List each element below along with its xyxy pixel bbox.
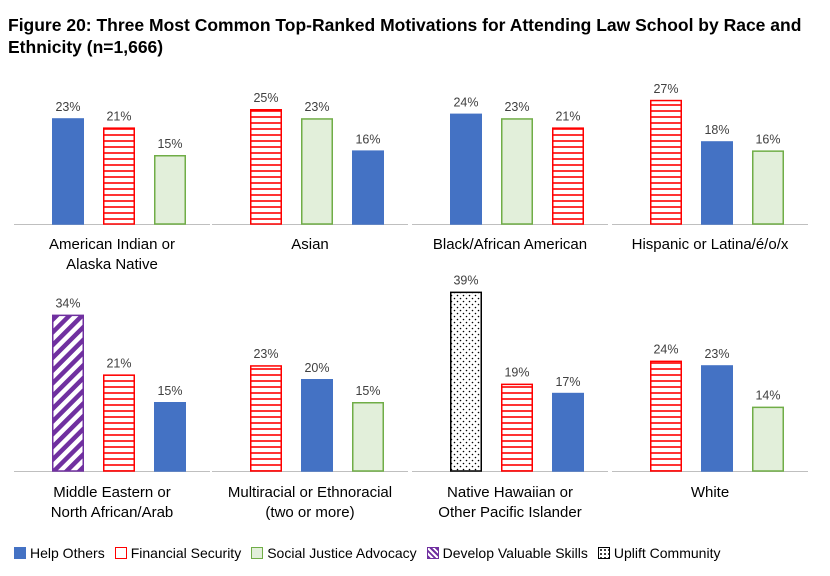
category-label: North African/Arab [51, 504, 174, 521]
data-label: 17% [555, 375, 580, 389]
bar-help [154, 402, 186, 472]
bar-fin [552, 127, 584, 225]
panel-4: 27% 18% 16% Hispanic or Latina/é/o/x [612, 82, 808, 253]
data-label: 21% [106, 109, 131, 123]
legend-swatch-financial-security [114, 547, 127, 559]
data-label: 23% [704, 347, 729, 361]
data-label: 34% [55, 297, 80, 311]
legend-label: Uplift Community [613, 545, 721, 561]
bar-soc [301, 118, 333, 225]
legend-swatch-uplift-community [597, 547, 610, 559]
bar-fin [250, 365, 282, 472]
legend-item-uplift-community: Uplift Community [597, 545, 721, 561]
category-label: Other Pacific Islander [438, 504, 581, 521]
bar-help [701, 141, 733, 225]
data-label: 15% [355, 384, 380, 398]
bar-help [450, 113, 482, 225]
panel-8: 24% 23% 14% White [612, 343, 808, 501]
data-label: 27% [653, 82, 678, 96]
bar-soc [352, 402, 384, 472]
category-label: American Indian or [49, 236, 175, 253]
panel-2: 25% 23% 16% Asian [212, 91, 408, 253]
legend-item-help-others: Help Others [14, 545, 105, 561]
panel-6: 23% 20% 15% Multiracial or Ethnoracial (two … [212, 347, 408, 521]
panel-5: 34% 21% 15% Middle Eastern or North African/… [14, 297, 210, 521]
bar-skill [52, 314, 84, 472]
category-label: Middle Eastern or [53, 484, 171, 501]
data-label: 15% [157, 137, 182, 151]
bar-fin [650, 360, 682, 472]
figure-title: Figure 20: Three Most Common Top-Ranked … [8, 15, 802, 57]
panel-7: 39% 19% 17% Native Hawaiian or Other Pacific… [412, 274, 608, 521]
data-label: 24% [453, 96, 478, 110]
category-label: Multiracial or Ethnoracial [228, 484, 392, 501]
data-label: 15% [157, 384, 182, 398]
bar-help [52, 118, 84, 225]
data-label: 18% [704, 123, 729, 137]
bar-fin [103, 374, 135, 472]
bar-help [301, 379, 333, 472]
legend-swatch-social-justice-advocacy [251, 547, 264, 559]
legend-label: Help Others [30, 545, 105, 561]
data-label: 21% [555, 109, 580, 123]
data-label: 16% [355, 132, 380, 146]
bar-soc [154, 155, 186, 225]
data-label: 23% [304, 100, 329, 114]
legend-swatch-help-others [14, 547, 26, 559]
category-label: Black/African American [433, 236, 587, 253]
panel-3: 24% 23% 21% Black/African American [412, 96, 608, 253]
data-label: 25% [253, 91, 278, 105]
bar-help [552, 392, 584, 472]
data-label: 20% [304, 361, 329, 375]
legend-label: Develop Valuable Skills [442, 545, 588, 561]
data-label: 16% [755, 132, 780, 146]
bar-soc [501, 118, 533, 225]
bar-fin [103, 127, 135, 225]
legend-item-financial-security: Financial Security [114, 545, 242, 561]
panel-1: 23% 21% 15% American Indian or Alaska Native [14, 100, 210, 273]
bar-uplift [450, 291, 482, 472]
category-label: Alaska Native [66, 256, 158, 273]
bar-fin [250, 109, 282, 225]
bar-soc [752, 406, 784, 472]
category-label: White [691, 484, 729, 501]
legend-item-social-justice-advocacy: Social Justice Advocacy [251, 545, 417, 561]
bar-help [352, 150, 384, 225]
legend-label: Social Justice Advocacy [267, 545, 417, 561]
legend-label: Financial Security [130, 545, 242, 561]
data-label: 23% [504, 100, 529, 114]
bar-fin [650, 99, 682, 225]
data-label: 14% [755, 389, 780, 403]
data-label: 23% [55, 100, 80, 114]
data-label: 24% [653, 343, 678, 357]
data-label: 39% [453, 274, 478, 288]
data-label: 21% [106, 356, 131, 370]
legend-item-develop-valuable-skills: Develop Valuable Skills [426, 545, 588, 561]
category-label: Asian [291, 236, 329, 253]
legend-swatch-develop-valuable-skills [426, 547, 439, 559]
data-label: 19% [504, 366, 529, 380]
category-label: Native Hawaiian or [447, 484, 573, 501]
bar-help [701, 365, 733, 472]
legend: Help Others Financial Security Social Ju… [14, 543, 730, 563]
category-label: Hispanic or Latina/é/o/x [632, 236, 789, 253]
bar-soc [752, 150, 784, 225]
category-label: (two or more) [265, 504, 354, 521]
data-label: 23% [253, 347, 278, 361]
bar-fin [501, 383, 533, 472]
